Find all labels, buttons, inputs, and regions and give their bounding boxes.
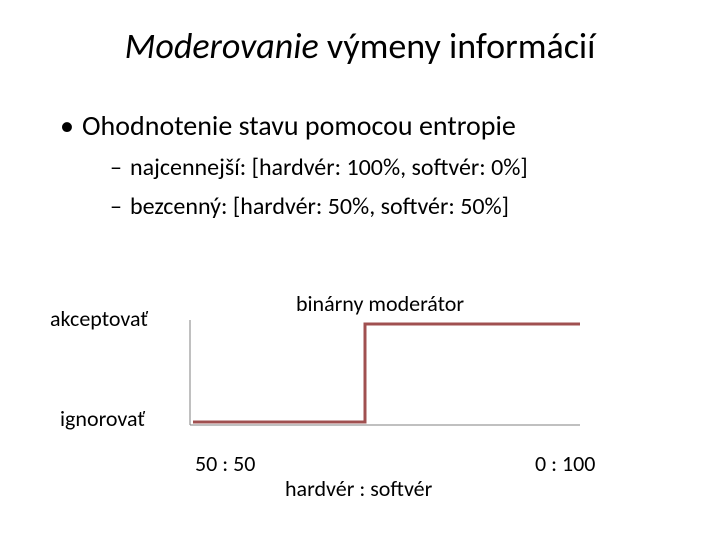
bullet-main: Ohodnotenie stavu pomocou entropie [60,108,720,143]
bullet-sub-2: bezcenný: [hardvér: 50%, softvér: 50%] [110,192,720,221]
page-title: Moderovanie výmeny informácií [0,0,720,78]
x-label-left: 50 : 50 [195,450,255,477]
y-label-ignore: ignorovať [60,405,145,432]
chart-area: akceptovať ignorovať binárny moderátor 5… [50,290,670,510]
title-italic: Moderovanie [125,24,319,68]
bullet-sub-1: najcennejší: [hardvér: 100%, softvér: 0%… [110,153,720,182]
step-chart [185,310,585,440]
x-axis-label: hardvér : softvér [285,475,432,502]
title-rest: výmeny informácií [319,24,596,68]
x-label-right: 0 : 100 [535,450,595,477]
y-label-accept: akceptovať [50,305,148,332]
